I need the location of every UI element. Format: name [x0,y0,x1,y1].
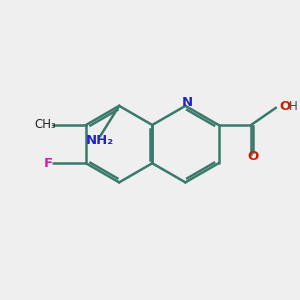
Text: CH₃: CH₃ [34,118,56,131]
Text: F: F [44,157,53,170]
Text: N: N [181,96,192,109]
Text: H: H [289,100,298,113]
Text: O: O [279,100,290,113]
Text: NH₂: NH₂ [86,134,114,147]
Text: O: O [247,150,258,163]
